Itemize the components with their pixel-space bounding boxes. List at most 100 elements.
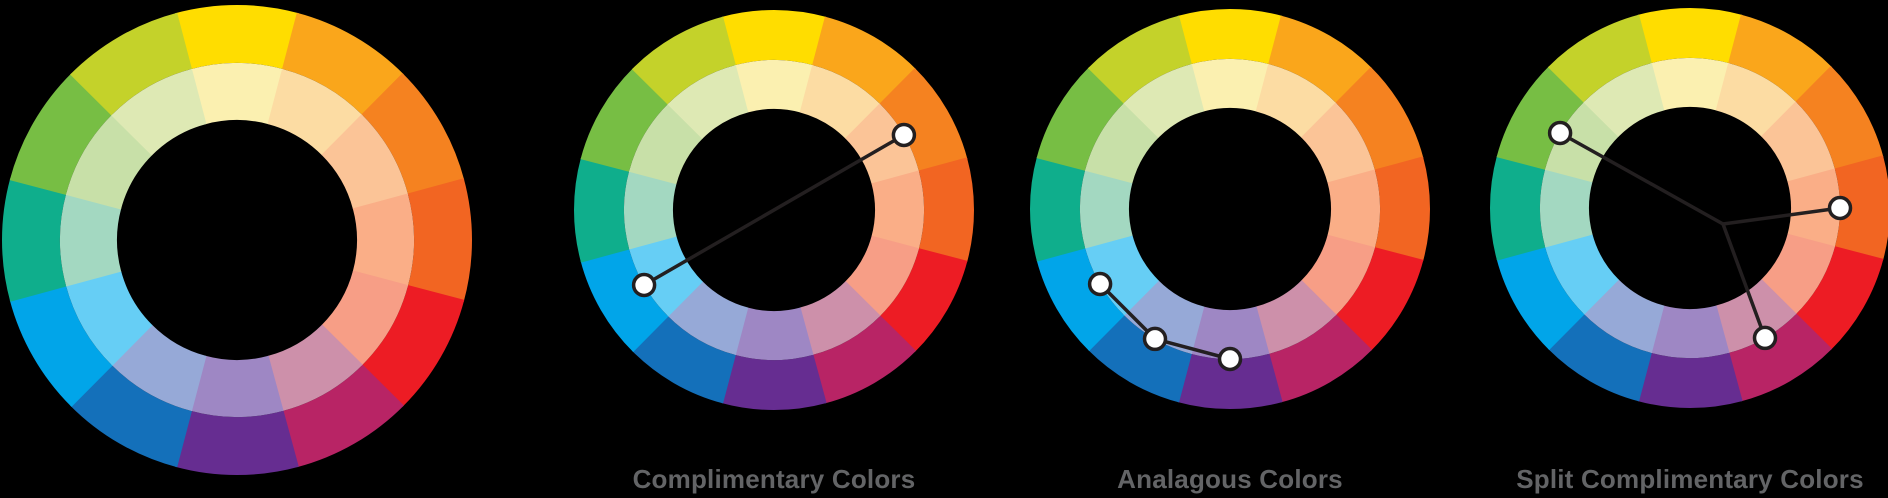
label-analogous-colors: Analagous Colors xyxy=(1117,464,1343,494)
segment-blue-green-tint xyxy=(1080,169,1133,249)
connector-line xyxy=(1721,206,1842,226)
segment-red-tint xyxy=(1301,234,1376,316)
segment-red-violet-outer xyxy=(1728,313,1833,402)
segment-violet-outer xyxy=(721,354,827,410)
segment-yellow-orange-tint xyxy=(799,64,881,139)
segment-violet-tint xyxy=(734,307,814,361)
segment-red-orange-outer xyxy=(918,157,974,263)
segment-green-outer xyxy=(580,67,669,172)
segment-red-violet-outer xyxy=(1268,314,1373,403)
segment-blue-green-tint xyxy=(1540,168,1593,248)
segment-blue-violet-outer xyxy=(631,315,736,404)
segment-blue-violet-tint xyxy=(1123,280,1205,355)
segment-green-tint xyxy=(1084,102,1159,184)
segment-blue-tint xyxy=(628,235,703,317)
segment-blue-violet-outer xyxy=(70,364,192,468)
segment-blue-tint xyxy=(65,270,153,366)
segment-blue-violet-tint xyxy=(111,324,207,412)
segment-red-orange-tint xyxy=(1787,168,1841,248)
color-wheel-complementary xyxy=(574,9,974,410)
segment-yellow-outer xyxy=(175,5,299,70)
segment-red-orange-outer xyxy=(1374,156,1430,262)
selection-dot xyxy=(1142,326,1168,352)
selection-dot xyxy=(1087,271,1113,297)
segment-yellow-orange-outer xyxy=(1728,14,1833,103)
segment-yellow-orange-outer xyxy=(1268,15,1373,104)
segment-red-violet-tint xyxy=(799,281,881,356)
segment-violet-outer xyxy=(1177,353,1283,409)
connector-line xyxy=(1098,282,1157,341)
segment-yellow-green-outer xyxy=(1547,14,1652,103)
selection-dot xyxy=(1752,325,1778,351)
segment-red-orange-tint xyxy=(1327,169,1381,249)
label-complementary-colors: Complimentary Colors xyxy=(632,464,916,494)
segment-yellow-green-tint xyxy=(667,64,749,139)
segment-red-orange-outer xyxy=(407,178,472,302)
segment-orange-tint xyxy=(1301,102,1376,184)
segment-green-outer xyxy=(1496,65,1585,170)
segment-blue-green-tint xyxy=(60,193,122,287)
segment-red-violet-outer xyxy=(282,364,404,468)
segment-red-orange-tint xyxy=(352,193,414,287)
segment-blue-outer xyxy=(580,248,669,353)
segment-red-violet-tint xyxy=(1255,280,1337,355)
segment-blue-outer xyxy=(1036,247,1125,352)
segment-orange-outer xyxy=(1795,65,1884,170)
segment-violet-outer xyxy=(1637,352,1743,408)
connector-line xyxy=(1558,131,1725,226)
selection-dot xyxy=(1827,195,1853,221)
segment-blue-violet-outer xyxy=(1547,313,1652,402)
color-wheel-analogous xyxy=(1029,9,1430,409)
segment-orange-tint xyxy=(1761,101,1836,183)
segment-blue-outer xyxy=(9,285,113,407)
selection-dot xyxy=(1547,120,1573,146)
segment-yellow-outer xyxy=(1637,8,1743,64)
segment-orange-outer xyxy=(361,73,465,195)
segment-red-outer xyxy=(1335,247,1424,352)
segment-blue-green-outer xyxy=(574,157,630,263)
connector-line xyxy=(1153,337,1232,361)
segment-red-outer xyxy=(879,248,968,353)
segment-yellow-green-outer xyxy=(70,12,192,116)
segment-blue-tint xyxy=(1084,234,1159,316)
segment-yellow-orange-tint xyxy=(267,68,363,156)
segment-yellow-tint xyxy=(1650,57,1730,111)
segment-yellow-green-outer xyxy=(631,16,736,105)
segment-orange-tint xyxy=(321,114,409,210)
segment-yellow-tint xyxy=(1190,58,1270,112)
segment-blue-violet-tint xyxy=(1583,279,1665,354)
selection-dot xyxy=(891,122,917,148)
connector-line xyxy=(1721,222,1767,340)
segment-red-orange-outer xyxy=(1834,155,1888,261)
segment-green-tint xyxy=(65,114,153,210)
segment-yellow-green-outer xyxy=(1087,15,1192,104)
segment-violet-outer xyxy=(175,410,299,475)
segment-red-violet-outer xyxy=(812,315,917,404)
segment-blue-green-tint xyxy=(624,170,677,250)
segment-yellow-green-tint xyxy=(111,68,207,156)
segment-yellow-orange-tint xyxy=(1255,63,1337,138)
segment-yellow-tint xyxy=(190,63,284,125)
segment-blue-green-outer xyxy=(1489,155,1546,261)
segment-blue-violet-outer xyxy=(1087,314,1192,403)
segment-orange-outer xyxy=(879,67,968,172)
segment-red-tint xyxy=(321,270,409,366)
selection-dot xyxy=(1217,346,1243,372)
segment-yellow-orange-outer xyxy=(282,12,404,116)
segment-blue-outer xyxy=(1496,246,1585,351)
color-wheel-split-complementary xyxy=(1489,8,1888,408)
connector-line xyxy=(642,133,906,287)
segment-yellow-outer xyxy=(721,9,827,66)
segment-yellow-orange-tint xyxy=(1715,62,1797,137)
segment-yellow-tint xyxy=(734,59,814,113)
selection-dot xyxy=(631,272,657,298)
segment-red-orange-tint xyxy=(871,170,924,250)
segment-green-outer xyxy=(9,73,113,195)
segment-yellow-orange-outer xyxy=(812,16,917,105)
segment-orange-tint xyxy=(845,103,920,185)
segment-red-tint xyxy=(1761,233,1836,315)
segment-violet-tint xyxy=(1190,306,1270,359)
segment-yellow-green-tint xyxy=(1583,62,1665,137)
segment-blue-tint xyxy=(1544,233,1619,315)
